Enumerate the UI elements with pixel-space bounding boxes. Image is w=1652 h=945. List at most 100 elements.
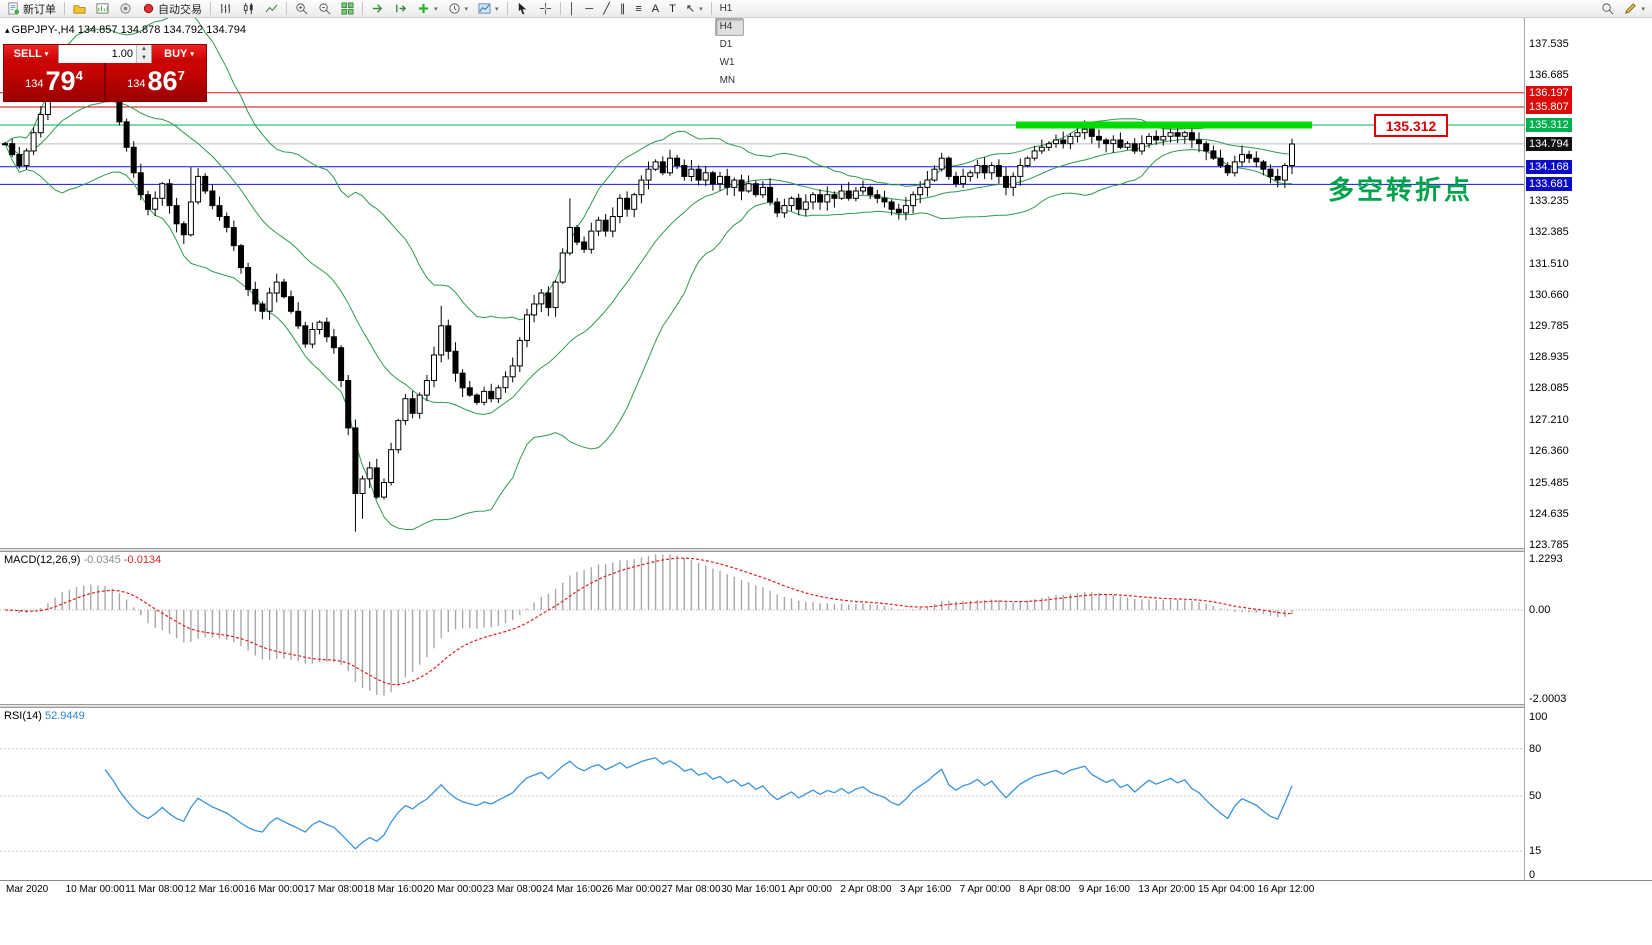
crosshair-button[interactable] <box>534 0 557 18</box>
auto-scroll-icon <box>372 4 383 13</box>
candlestick-icon <box>243 2 253 15</box>
sound-button[interactable] <box>114 0 137 18</box>
line-chart-button[interactable] <box>260 0 283 18</box>
charts-window-button[interactable] <box>91 0 114 18</box>
arrows-tool[interactable]: ↖ ▾ <box>681 0 708 18</box>
bar-chart-button[interactable] <box>214 0 237 18</box>
vertical-line-icon: │ <box>568 2 576 15</box>
price-axis-label: 126.360 <box>1529 445 1569 458</box>
macd-label: MACD(12,26,9) -0.0345 -0.0134 <box>4 554 161 566</box>
search-button[interactable] <box>1596 0 1619 18</box>
macd-name: MACD(12,26,9) <box>4 554 81 566</box>
fibonacci-tool[interactable]: ≡ <box>630 0 646 18</box>
caret-icon: ▾ <box>495 5 499 13</box>
macd-resize-divider[interactable] <box>0 548 1652 552</box>
buy-price-sup: 7 <box>177 68 185 83</box>
candlestick-chart-button[interactable] <box>237 0 260 18</box>
chart-shift-button[interactable] <box>389 0 412 18</box>
horizontal-line-icon: ─ <box>585 2 594 15</box>
autotrading-button[interactable]: 自动交易 <box>137 0 207 18</box>
chart-shift-icon <box>396 4 407 13</box>
new-order-button[interactable]: 新订单 <box>2 0 61 18</box>
horizontal-line-tool[interactable]: ─ <box>580 0 598 18</box>
spin-up-icon[interactable]: ▲ <box>137 45 151 54</box>
time-scale[interactable]: Mar 2020 10 Mar 00:00 11 Mar 08:00 12 Mar 1… <box>0 880 1652 899</box>
time-axis-label: 11 Mar 08:00 <box>125 884 184 895</box>
price-scale[interactable]: 137.535 136.685 136.197 135.807 135.312 134.7… <box>1524 18 1652 881</box>
time-axis-label: 20 Mar 00:00 <box>423 884 483 895</box>
price-axis-label: -2.0003 <box>1529 692 1567 705</box>
buy-price-prefix: 134 <box>127 78 146 90</box>
timeframe-button-MN[interactable]: MN <box>719 75 736 86</box>
autotrading-label: 自动交易 <box>158 3 202 16</box>
price-axis-label: 134.168 <box>1526 159 1572 174</box>
toolbar-separator <box>710 2 712 15</box>
caret-icon: ▾ <box>44 51 49 58</box>
time-axis-label: 13 Apr 20:00 <box>1138 884 1196 895</box>
new-order-label: 新订单 <box>23 3 56 16</box>
bar-chart-icon <box>220 3 231 14</box>
buy-button[interactable]: BUY ▾ <box>152 45 206 63</box>
main-toolbar: 新订单 自动交易 ▾ ▾ ▾ │ ─ ╱ ∥ ≡ A T ↖ ▾ <box>0 0 1652 86</box>
clock-icon <box>448 3 460 14</box>
zoom-in-button[interactable] <box>290 0 313 18</box>
caret-icon: ▾ <box>190 51 194 58</box>
time-axis-label: 8 Apr 08:00 <box>1019 884 1071 895</box>
time-axis-label: 3 Apr 16:00 <box>900 884 952 895</box>
toolbar-separator <box>64 2 65 15</box>
toolbar-separator <box>286 2 287 15</box>
volume-input[interactable]: 1.00 <box>111 48 133 60</box>
price-axis-label: 135.312 <box>1526 117 1572 132</box>
toolbar-separator <box>210 2 211 15</box>
sell-button[interactable]: SELL ▾ <box>4 45 58 63</box>
trendline-tool[interactable]: ╱ <box>598 0 615 18</box>
tile-windows-icon <box>341 2 354 15</box>
profiles-icon <box>73 5 86 14</box>
price-axis-label: 100 <box>1529 711 1548 723</box>
timeframe-button-H1[interactable]: H1 <box>719 3 733 14</box>
price-axis-label: 136.197 <box>1526 85 1572 100</box>
price-level-tag[interactable]: 135.312 <box>1374 114 1448 137</box>
periods-button[interactable]: ▾ <box>443 0 474 18</box>
zoom-out-button[interactable] <box>313 0 336 18</box>
rsi-subwindow[interactable] <box>0 708 1524 880</box>
auto-scroll-button[interactable] <box>366 0 389 18</box>
search-icon <box>1602 3 1614 15</box>
compose-button[interactable]: ▾ <box>1619 0 1650 18</box>
price-axis-label: 80 <box>1529 742 1542 755</box>
cursor-button[interactable] <box>511 0 534 18</box>
time-axis-label: 26 Mar 00:00 <box>602 884 661 895</box>
channel-tool[interactable]: ∥ <box>615 0 631 18</box>
template-icon <box>478 3 491 14</box>
profiles-button[interactable] <box>68 0 91 18</box>
timeframe-button-W1[interactable]: W1 <box>719 57 735 68</box>
text-icon: A <box>651 2 660 15</box>
price-axis-label: 136.685 <box>1529 68 1569 81</box>
text-label-tool[interactable]: T <box>664 0 681 18</box>
indicators-button[interactable]: ▾ <box>412 0 443 18</box>
time-axis-label: 27 Mar 08:00 <box>661 884 721 895</box>
buy-price-big: 86 <box>147 66 178 96</box>
rsi-resize-divider[interactable] <box>0 704 1652 708</box>
turning-point-annotation: 多空转折点 <box>1328 175 1474 205</box>
text-tool[interactable]: A <box>647 0 664 18</box>
templates-button[interactable]: ▾ <box>473 0 504 18</box>
price-axis-label: 128.085 <box>1529 382 1569 395</box>
volume-box: 1.00 ▲ ▼ <box>58 45 152 63</box>
main-chart[interactable] <box>0 18 1524 550</box>
sound-icon <box>120 3 131 14</box>
macd-subwindow[interactable] <box>0 552 1524 706</box>
rsi-value: 52.9449 <box>44 710 85 722</box>
sell-price-button[interactable]: 134 79 4 <box>4 63 104 101</box>
price-axis-label: 125.485 <box>1529 477 1569 490</box>
spin-down-icon[interactable]: ▼ <box>137 54 151 63</box>
volume-spinner[interactable]: ▲ ▼ <box>136 45 151 63</box>
caret-icon: ▾ <box>434 5 438 13</box>
tile-windows-button[interactable] <box>336 0 359 18</box>
vertical-line-tool[interactable]: │ <box>564 0 581 18</box>
buy-price-button[interactable]: 134 86 7 <box>106 63 206 101</box>
timeframe-button-H4[interactable]: H4 <box>714 17 745 36</box>
timeframe-button-D1[interactable]: D1 <box>719 39 733 50</box>
time-axis-label: 2 Apr 08:00 <box>840 884 892 895</box>
